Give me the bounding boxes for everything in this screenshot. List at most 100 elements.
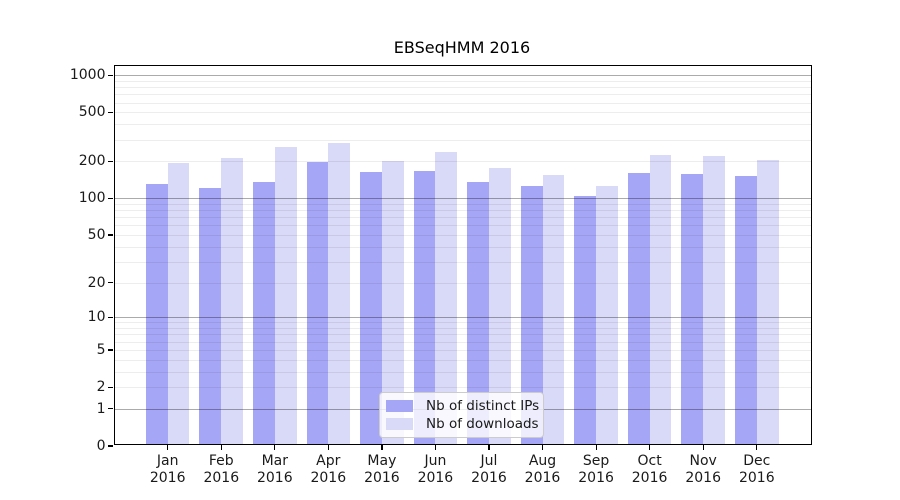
legend-swatch-downloads [386,418,413,430]
bar-ips-feb [199,187,222,444]
x-tick-month-jun: Jun [424,453,447,469]
bar-ips-nov [681,173,704,444]
gridline-minor-400 [114,124,811,126]
x-tick-jun [434,445,437,451]
gridline-minor-3 [114,371,811,373]
x-tick-label-may: May 2016 [352,453,412,487]
x-tick-sep [595,445,597,451]
y-tick-5 [108,349,114,351]
y-tick-label-50: 50 [87,227,106,243]
x-tick-month-apr: Apr [316,453,341,469]
bar-downloads-oct [649,155,672,444]
gridline-minor-5 [114,349,811,351]
gridline-minor-80 [114,210,811,212]
bar-ips-may [360,172,382,444]
gridline-minor-4 [114,359,811,361]
x-tick-month-mar: Mar [261,453,288,469]
bar-downloads-feb [221,158,244,444]
bar-downloads-jun [435,152,458,444]
bars-layer [115,66,811,444]
bar-downloads-dec [756,160,779,444]
bar-ips-apr [306,161,329,444]
y-tick-label-10: 10 [87,309,106,326]
gridline-minor-20 [114,282,811,284]
y-tick-label-2: 2 [96,379,106,396]
x-tick-month-sep: Sep [582,453,610,469]
bar-ips-mar [253,181,275,444]
y-tick-label-200: 200 [78,153,106,170]
bar-downloads-aug [542,174,565,444]
x-tick-label-apr: Apr 2016 [298,453,358,487]
bar-downloads-may [381,160,404,444]
x-tick-month-feb: Feb [208,453,234,469]
x-tick-year-aug: 2016 [524,470,561,486]
x-tick-year-may: 2016 [364,470,400,486]
gridline-minor-60 [114,225,811,227]
x-tick-label-oct: Oct 2016 [620,453,680,487]
bar-ips-oct [627,172,650,444]
x-tick-label-dec: Dec 2016 [727,453,787,487]
gridline-major-10 [114,317,811,319]
gridline-major-1000 [114,75,811,77]
x-tick-label-jan: Jan 2016 [138,453,198,487]
x-tick-year-jul: 2016 [471,470,507,486]
chart-title: EBSeqHMM 2016 [393,38,531,57]
bar-downloads-nov [703,156,725,444]
x-tick-label-feb: Feb 2016 [191,453,251,487]
bar-ips-sep [574,195,597,444]
x-tick-aug [541,445,544,451]
x-tick-nov [702,445,704,451]
bar-downloads-mar [274,147,297,444]
grid-layer [114,66,811,444]
y-tick-10 [108,316,114,318]
gridline-minor-200 [114,161,811,163]
y-tick-label-500: 500 [78,104,106,121]
bar-ips-jul [467,182,489,444]
x-tick-month-oct: Oct [637,453,662,469]
x-tick-label-nov: Nov 2016 [673,453,733,487]
gridline-minor-30 [114,261,811,263]
x-tick-label-jul: Jul 2016 [459,453,519,487]
y-tick-label-100: 100 [78,190,106,207]
x-tick-year-sep: 2016 [578,470,614,486]
plot-area: 0 1 2 5 10 20 50 100 200 500 1000 Jan 2016 Feb 2016 Mar… [70,65,812,486]
bar-ips-aug [520,185,543,444]
x-tick-apr [327,445,329,451]
x-tick-label-aug: Aug 2016 [513,453,573,487]
x-tick-dec [756,445,758,451]
x-tick-year-apr: 2016 [310,470,347,486]
y-tick-label-1000: 1000 [69,67,106,84]
x-tick-year-feb: 2016 [203,470,240,486]
bar-downloads-sep [596,186,618,444]
gridline-minor-50 [114,235,811,236]
x-tick-month-dec: Dec [743,453,771,469]
gridline-major-100 [114,198,811,200]
x-tick-jul [488,445,490,451]
x-tick-year-mar: 2016 [256,470,293,486]
y-tick-100 [108,197,114,200]
y-tick-0 [108,445,114,447]
gridline-minor-9 [114,322,811,324]
y-tick-label-20: 20 [87,274,106,291]
legend-item-distinct-ips: Nb of distinct IPs [386,398,539,414]
y-tick-20 [108,282,114,284]
bar-ips-dec [734,176,757,444]
bar-ips-jun [413,170,436,444]
x-tick-month-nov: Nov [689,453,717,469]
x-tick-year-jan: 2016 [149,470,186,486]
legend-swatch-distinct-ips [386,400,413,412]
y-tick-1000 [108,74,114,76]
x-tick-mar [274,445,276,451]
x-tick-label-sep: Sep 2016 [566,453,626,487]
y-tick-label-1: 1 [96,400,106,417]
x-tick-feb [220,445,222,451]
y-tick-200 [108,160,114,163]
y-tick-2 [108,386,114,388]
y-tick-50 [108,234,114,236]
gridline-minor-2 [114,387,811,389]
x-tick-label-jun: Jun 2016 [405,453,465,487]
x-tick-year-oct: 2016 [631,470,668,486]
y-tick-label-5: 5 [96,341,106,358]
y-tick-1 [108,408,114,410]
